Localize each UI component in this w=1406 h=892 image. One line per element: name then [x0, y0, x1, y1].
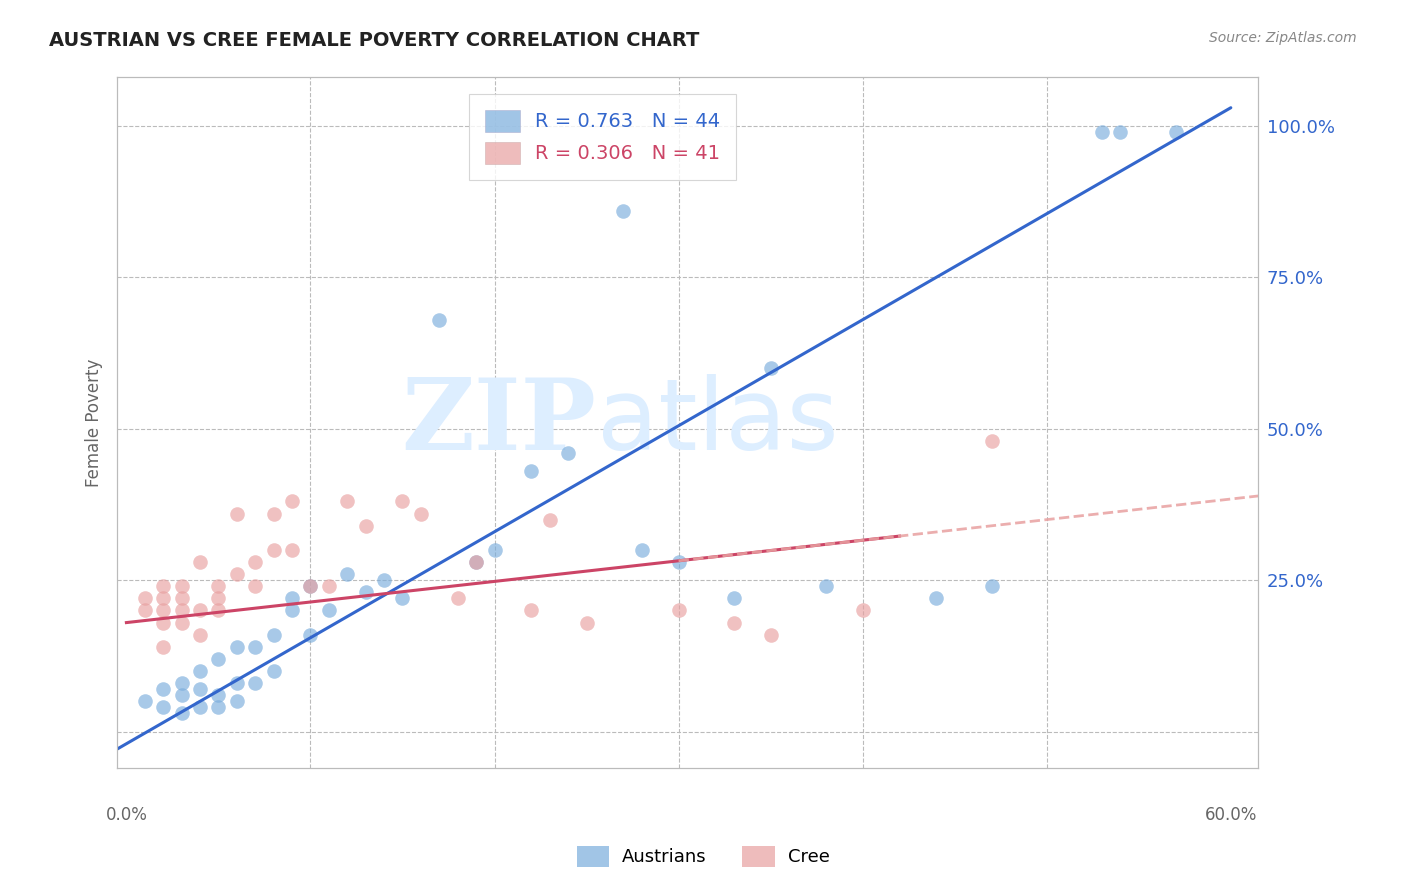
Point	[318, 579, 340, 593]
Point	[354, 518, 377, 533]
Point	[484, 542, 506, 557]
Point	[207, 700, 229, 714]
Point	[225, 694, 247, 708]
Point	[980, 434, 1002, 448]
Point	[263, 542, 285, 557]
Point	[152, 591, 174, 606]
Text: AUSTRIAN VS CREE FEMALE POVERTY CORRELATION CHART: AUSTRIAN VS CREE FEMALE POVERTY CORRELAT…	[49, 31, 700, 50]
Point	[318, 603, 340, 617]
Point	[263, 664, 285, 678]
Point	[225, 640, 247, 654]
Point	[207, 688, 229, 702]
Text: 60.0%: 60.0%	[1205, 805, 1257, 823]
Point	[299, 579, 322, 593]
Point	[170, 603, 193, 617]
Point	[170, 706, 193, 721]
Point	[207, 652, 229, 666]
Point	[852, 603, 875, 617]
Legend: R = 0.763   N = 44, R = 0.306   N = 41: R = 0.763 N = 44, R = 0.306 N = 41	[470, 94, 737, 180]
Point	[152, 640, 174, 654]
Point	[391, 494, 413, 508]
Point	[336, 567, 359, 582]
Point	[980, 579, 1002, 593]
Point	[668, 555, 690, 569]
Point	[465, 555, 488, 569]
Point	[152, 615, 174, 630]
Point	[225, 507, 247, 521]
Point	[188, 555, 211, 569]
Point	[245, 640, 267, 654]
Point	[188, 603, 211, 617]
Point	[188, 700, 211, 714]
Point	[207, 579, 229, 593]
Point	[188, 682, 211, 697]
Point	[557, 446, 579, 460]
Point	[263, 628, 285, 642]
Point	[281, 494, 304, 508]
Point	[759, 628, 782, 642]
Point	[245, 579, 267, 593]
Point	[170, 579, 193, 593]
Point	[723, 615, 745, 630]
Point	[299, 628, 322, 642]
Point	[1164, 125, 1187, 139]
Point	[245, 676, 267, 690]
Point	[520, 603, 543, 617]
Point	[207, 603, 229, 617]
Point	[134, 591, 156, 606]
Point	[152, 682, 174, 697]
Point	[152, 700, 174, 714]
Text: Source: ZipAtlas.com: Source: ZipAtlas.com	[1209, 31, 1357, 45]
Point	[1109, 125, 1132, 139]
Point	[245, 555, 267, 569]
Point	[188, 628, 211, 642]
Point	[1091, 125, 1114, 139]
Point	[188, 664, 211, 678]
Point	[225, 567, 247, 582]
Point	[391, 591, 413, 606]
Point	[814, 579, 837, 593]
Point	[630, 542, 652, 557]
Point	[152, 579, 174, 593]
Point	[409, 507, 432, 521]
Point	[281, 603, 304, 617]
Point	[134, 603, 156, 617]
Text: ZIP: ZIP	[402, 375, 596, 471]
Point	[170, 688, 193, 702]
Point	[170, 676, 193, 690]
Point	[152, 603, 174, 617]
Point	[373, 573, 395, 587]
Point	[520, 464, 543, 478]
Point	[281, 591, 304, 606]
Point	[759, 361, 782, 376]
Point	[925, 591, 948, 606]
Point	[263, 507, 285, 521]
Y-axis label: Female Poverty: Female Poverty	[86, 359, 103, 487]
Point	[336, 494, 359, 508]
Point	[281, 542, 304, 557]
Point	[170, 591, 193, 606]
Point	[170, 615, 193, 630]
Point	[575, 615, 598, 630]
Point	[538, 513, 561, 527]
Legend: Austrians, Cree: Austrians, Cree	[569, 838, 837, 874]
Point	[465, 555, 488, 569]
Point	[668, 603, 690, 617]
Point	[134, 694, 156, 708]
Point	[354, 585, 377, 599]
Point	[299, 579, 322, 593]
Point	[207, 591, 229, 606]
Point	[447, 591, 470, 606]
Point	[612, 203, 634, 218]
Point	[225, 676, 247, 690]
Point	[427, 312, 450, 326]
Text: atlas: atlas	[596, 375, 838, 471]
Point	[723, 591, 745, 606]
Text: 0.0%: 0.0%	[105, 805, 148, 823]
